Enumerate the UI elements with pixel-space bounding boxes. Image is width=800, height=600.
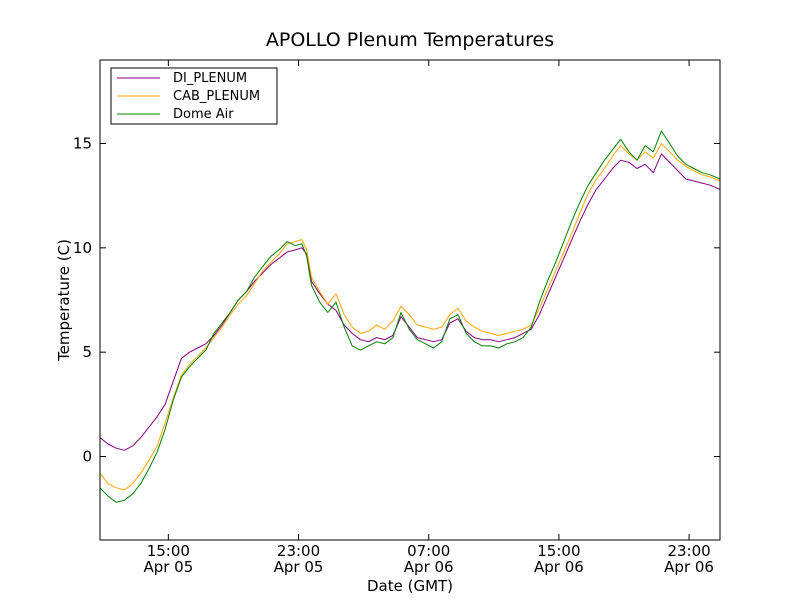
y-tick-label: 15 (73, 134, 92, 152)
x-tick-time-label: 23:00 (667, 542, 710, 560)
series-line-cab-plenum (99, 143, 721, 491)
plot-area (100, 60, 720, 540)
legend-label: DI_PLENUM (173, 71, 247, 86)
y-tick-label: 0 (82, 448, 92, 466)
x-tick-date-label: Apr 05 (143, 558, 193, 576)
x-tick-date-label: Apr 06 (404, 558, 454, 576)
y-tick-label: 5 (82, 343, 92, 361)
x-tick-time-label: 15:00 (147, 542, 190, 560)
legend-label: CAB_PLENUM (173, 89, 260, 104)
x-tick-date-label: Apr 06 (664, 558, 714, 576)
y-tick-label: 10 (73, 239, 92, 257)
series-line-dome-air (99, 130, 721, 503)
legend-label: Dome Air (173, 107, 234, 122)
chart-title: APOLLO Plenum Temperatures (266, 29, 554, 51)
x-tick-time-label: 07:00 (407, 542, 450, 560)
series-layer (99, 130, 721, 503)
legend: DI_PLENUM CAB_PLENUM Dome Air (110, 67, 278, 125)
plot-frame (99, 59, 721, 541)
x-tick-time-label: 15:00 (537, 542, 580, 560)
x-tick-date-label: Apr 05 (274, 558, 324, 576)
y-axis-label: Temperature (C) (55, 239, 73, 362)
x-tick-time-label: 23:00 (277, 542, 320, 560)
x-axis-label: Date (GMT) (367, 577, 453, 595)
x-tick-date-label: Apr 06 (534, 558, 584, 576)
